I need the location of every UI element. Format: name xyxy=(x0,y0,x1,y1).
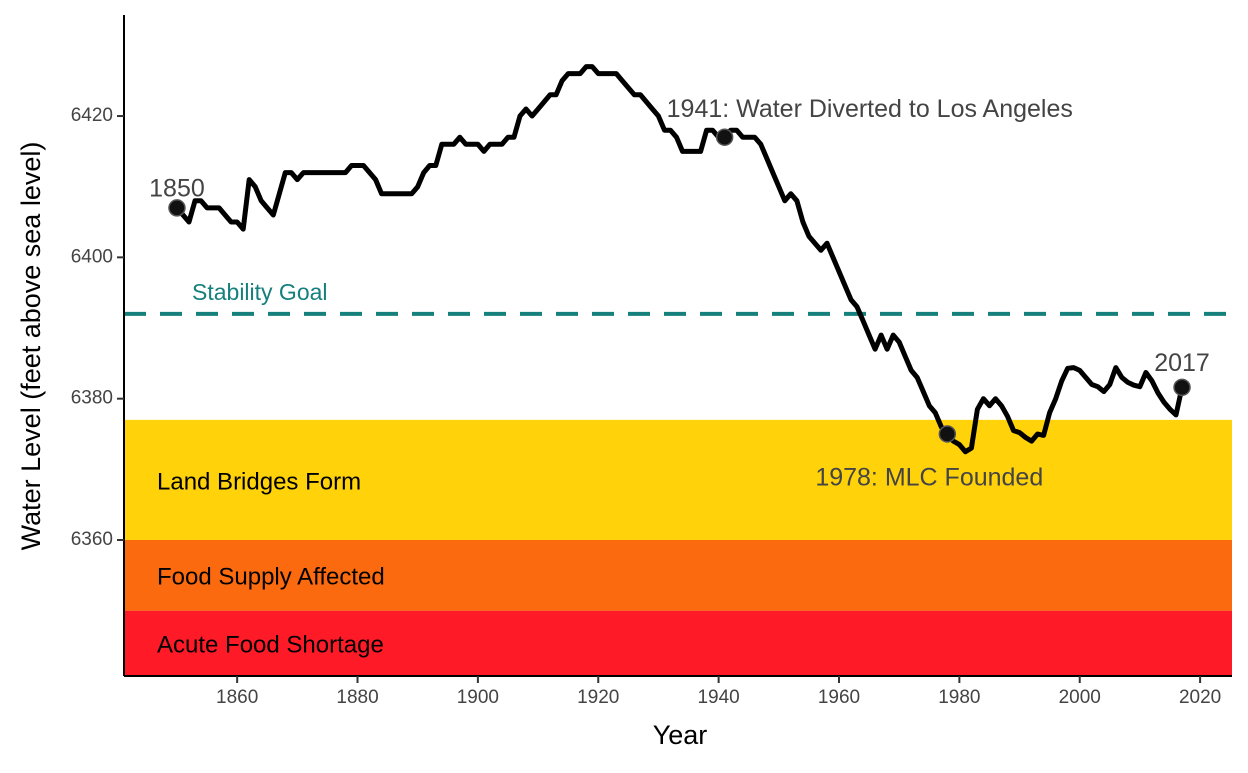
band xyxy=(124,610,1232,676)
x-tick-label: 2000 xyxy=(1059,687,1101,708)
y-axis-title: Water Level (feet above sea level) xyxy=(16,142,46,551)
x-tick-label: 1880 xyxy=(336,687,378,708)
annotation-label: 1850 xyxy=(149,175,205,203)
y-tick-label: 6420 xyxy=(71,105,113,126)
x-tick-label: 1920 xyxy=(577,687,619,708)
annotation-point xyxy=(1173,378,1191,397)
x-tick-label: 1860 xyxy=(216,687,258,708)
annotation-point xyxy=(715,128,734,146)
annotation-point xyxy=(938,425,957,443)
x-tick-label: 1900 xyxy=(457,687,499,708)
y-tick-label: 6380 xyxy=(71,388,113,409)
x-axis-title: Year xyxy=(653,720,708,750)
y-tick-label: 6360 xyxy=(71,529,113,550)
x-tick-label: 1960 xyxy=(818,687,860,708)
line xyxy=(175,64,1185,455)
x-tick-label: 2020 xyxy=(1179,687,1221,708)
band-label: Acute Food Shortage xyxy=(157,632,384,659)
annotation-label: 1978: MLC Founded xyxy=(815,464,1043,492)
band xyxy=(124,419,1232,540)
band-label: Food Supply Affected xyxy=(157,564,385,591)
y-tick-label: 6400 xyxy=(71,246,113,267)
x-tick-label: 1940 xyxy=(697,687,739,708)
annotation-label: 1941: Water Diverted to Los Angeles xyxy=(667,95,1073,123)
band xyxy=(124,539,1232,611)
annotation-point xyxy=(168,199,186,217)
reference-label: Stability Goal xyxy=(192,279,328,305)
annotation-label: 2017 xyxy=(1154,349,1210,377)
band-label: Land Bridges Form xyxy=(157,468,361,495)
x-tick-label: 1980 xyxy=(938,687,980,708)
